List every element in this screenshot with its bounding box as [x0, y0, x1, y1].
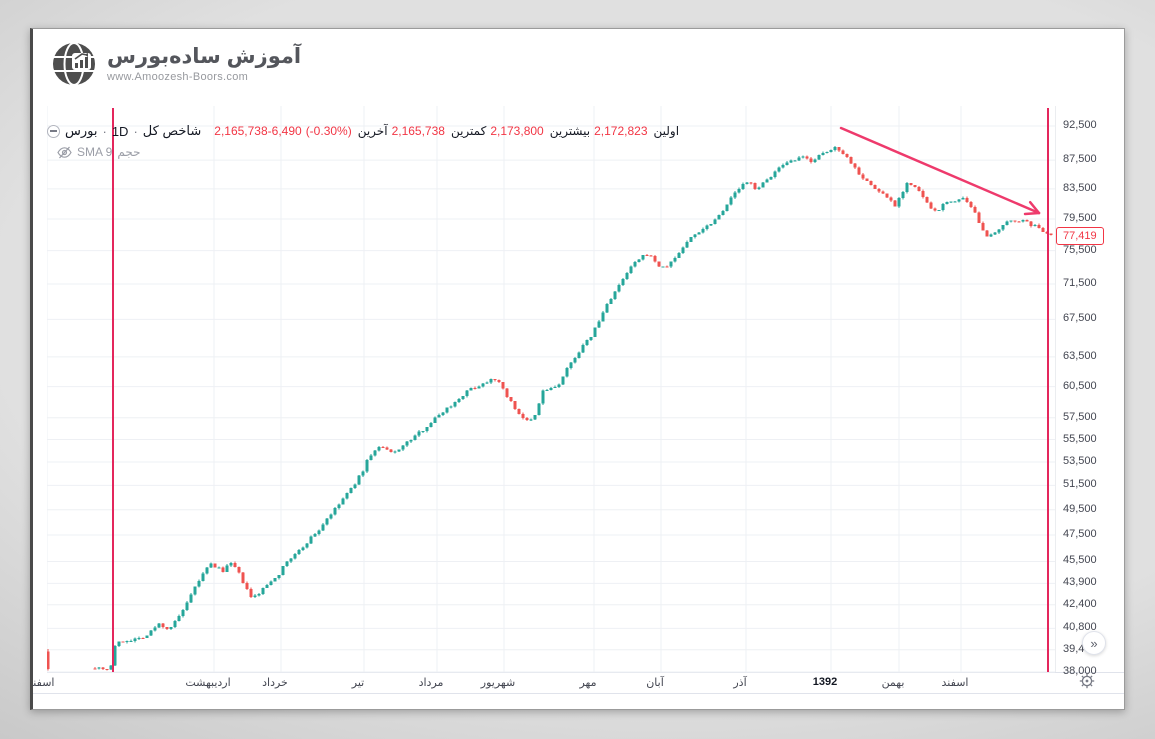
- time-axis[interactable]: دو شنبه 1392/1/5 به 1393/1/10 اسفنداردیب…: [30, 672, 1124, 693]
- indicator-params: SMA 9: [77, 145, 113, 159]
- candlestick-chart[interactable]: [47, 106, 1055, 673]
- globe-logo-icon: [53, 42, 95, 86]
- price-axis-label: 43,900: [1063, 576, 1097, 589]
- low-value: 2,165,738: [391, 124, 445, 138]
- chart-page: آموزش ساده‌بورس www.Amoozesh-Boors.com ب…: [30, 28, 1125, 710]
- price-axis-label: 75,500: [1063, 243, 1097, 256]
- price-axis-label: 87,500: [1063, 153, 1097, 166]
- time-axis-label: آبان: [646, 677, 664, 689]
- trend-arrow[interactable]: [839, 126, 1041, 216]
- price-axis-label: 51,500: [1063, 478, 1097, 491]
- time-axis-label: آذر: [733, 677, 747, 689]
- brand-name: آموزش ساده‌بورس: [107, 45, 302, 68]
- price-axis-label: 47,500: [1063, 528, 1097, 541]
- price-axis-label: 79,500: [1063, 211, 1097, 224]
- time-axis-label: مهر: [579, 677, 597, 689]
- gear-icon[interactable]: [1079, 673, 1095, 689]
- eye-slash-icon[interactable]: [57, 146, 72, 159]
- price-axis-label: 49,500: [1063, 502, 1097, 515]
- price-axis-label: 45,500: [1063, 554, 1097, 567]
- legend-separator: ·: [102, 123, 107, 139]
- candlestick-series: [47, 146, 1053, 671]
- time-axis-label: بهمن: [881, 677, 905, 689]
- price-axis-label: 55,500: [1063, 432, 1097, 445]
- change-percent: (-0.30%): [305, 124, 352, 138]
- time-axis-label: اسفند: [30, 677, 55, 689]
- site-logo: آموزش ساده‌بورس www.Amoozesh-Boors.com: [51, 41, 301, 87]
- time-axis-label: اردیبهشت: [185, 677, 231, 689]
- last-value: 2,165,738-6,490: [214, 124, 302, 138]
- price-axis-label: 38,000: [1063, 665, 1097, 677]
- price-axis-label: 60,500: [1063, 379, 1097, 392]
- price-axis[interactable]: 92,500 87,500 83,500 79,500 75,500 71,500 67,5…: [1055, 106, 1124, 677]
- price-axis-label: 40,800: [1063, 621, 1097, 634]
- ohlc-values: 2,165,738-6,490 (-0.30%) آخرین 2,165,738…: [214, 124, 679, 138]
- last-price-label: 77,419: [1056, 227, 1104, 245]
- price-axis-label: 42,400: [1063, 597, 1097, 610]
- price-axis-label: 92,500: [1063, 119, 1097, 131]
- price-axis-label: 57,500: [1063, 410, 1097, 423]
- volume-indicator-row: SMA 9 حجم: [57, 145, 141, 159]
- bottom-separator: [33, 693, 1124, 694]
- time-axis-label: مرداد: [418, 677, 444, 689]
- chart-legend: بورس · 1D · شاخص کل 2,165,738-6,490 (-0.…: [47, 123, 679, 139]
- open-label: اولین: [653, 124, 680, 138]
- legend-separator: ·: [133, 123, 138, 139]
- last-label: آخرین: [357, 124, 388, 138]
- time-axis-label: اسفند: [941, 677, 969, 689]
- collapse-legend-icon[interactable]: [47, 124, 60, 138]
- legend-exchange[interactable]: بورس: [65, 123, 98, 138]
- low-label: کمترین: [450, 124, 487, 138]
- brand-url: www.Amoozesh-Boors.com: [107, 71, 249, 83]
- indicator-name[interactable]: حجم: [117, 145, 141, 159]
- price-axis-label: 67,500: [1063, 312, 1097, 325]
- time-axis-label: تیر: [351, 677, 365, 689]
- open-value: 2,172,823: [594, 124, 648, 138]
- time-axis-label: شهریور: [480, 677, 516, 689]
- legend-interval[interactable]: 1D: [111, 123, 129, 139]
- price-axis-label: 63,500: [1063, 349, 1097, 362]
- price-axis-label: 71,500: [1063, 277, 1097, 290]
- time-axis-label: 1392: [812, 676, 838, 688]
- time-axis-label: خرداد: [262, 677, 288, 689]
- double-chevron-button[interactable]: »: [1082, 631, 1106, 655]
- high-value: 2,173,800: [490, 124, 544, 138]
- price-axis-label: 53,500: [1063, 455, 1097, 468]
- legend-symbol[interactable]: شاخص کل: [142, 123, 202, 138]
- high-label: بیشترین: [549, 124, 591, 138]
- price-axis-border: [1055, 106, 1056, 673]
- price-axis-label: 83,500: [1063, 181, 1097, 194]
